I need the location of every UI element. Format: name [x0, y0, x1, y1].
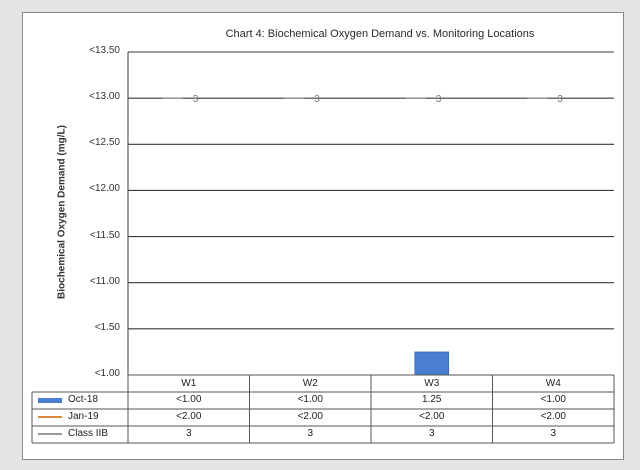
y-tick-label: <12.50 [89, 137, 120, 149]
y-tick-label: <11.50 [89, 229, 120, 241]
data-label: 3 [185, 428, 192, 439]
y-tick-label: <1.00 [94, 368, 120, 379]
data-label: <1.00 [176, 394, 202, 405]
category-label: W1 [181, 378, 197, 389]
class-point-label: 3 [314, 94, 320, 105]
legend-label: Oct-18 [68, 394, 99, 405]
data-label: <1.00 [297, 394, 323, 405]
legend-label: Jan-19 [68, 411, 99, 422]
category-label: W2 [302, 378, 318, 389]
bar-oct-W3 [414, 351, 450, 376]
legend-entry: Oct-18 [38, 391, 126, 409]
data-label: <2.00 [419, 411, 445, 422]
data-label: <2.00 [297, 411, 323, 422]
class-point-label: 3 [557, 94, 563, 105]
class-point-label: 3 [193, 94, 199, 105]
y-tick-label: <12.00 [89, 183, 120, 195]
data-label: 3 [428, 428, 435, 439]
data-label: 3 [307, 428, 314, 439]
y-axis-label: Biochemical Oxygen Demand (mg/L) [56, 125, 68, 299]
y-tick-label: <13.50 [89, 45, 120, 56]
data-label: <2.00 [176, 411, 202, 422]
class-point-label: 3 [436, 94, 442, 105]
category-label: W4 [545, 378, 561, 389]
data-label: 3 [550, 428, 557, 439]
legend-label: Class IIB [68, 428, 109, 439]
chart-frame [22, 12, 624, 460]
legend-swatch [38, 397, 62, 403]
category-label: W3 [424, 378, 440, 389]
data-label: 1.25 [422, 394, 442, 405]
y-tick-label: <11.00 [89, 275, 120, 287]
y-tick-label: <13.00 [89, 91, 120, 103]
legend-entry: Class IIB [38, 425, 126, 443]
legend-entry: Jan-19 [38, 408, 126, 426]
data-label: <1.00 [540, 394, 566, 405]
data-label: <2.00 [540, 411, 566, 422]
chart-title: Chart 4: Biochemical Oxygen Demand vs. M… [225, 28, 535, 40]
legend-swatch [38, 433, 62, 435]
legend-swatch [38, 416, 62, 418]
y-tick-label: <1.50 [94, 321, 120, 333]
